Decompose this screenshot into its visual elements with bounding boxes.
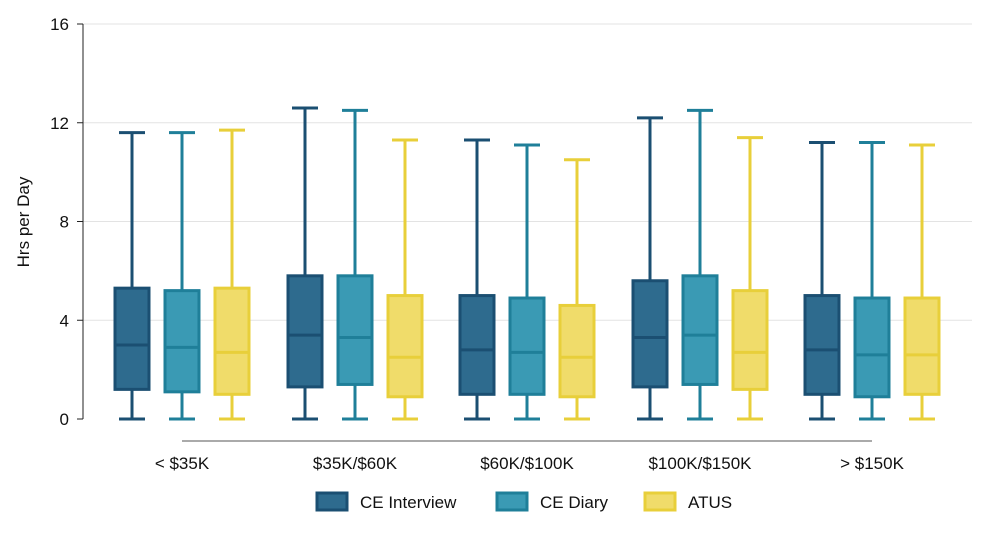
- y-tick-label: 0: [60, 410, 69, 429]
- iqr-box: [113, 286, 151, 391]
- iqr-box: [163, 289, 201, 394]
- iqr-box: [903, 296, 941, 396]
- iqr-box: [213, 286, 251, 396]
- x-category-label: $35K/$60K: [313, 454, 398, 473]
- box-0-0: [113, 131, 151, 421]
- legend-swatch: [643, 491, 677, 512]
- box-1-4: [853, 141, 891, 421]
- boxes: [113, 106, 941, 421]
- box-2-1: [386, 138, 424, 421]
- x-category-label: > $150K: [840, 454, 904, 473]
- legend-item: CE Interview: [315, 491, 457, 512]
- iqr-box: [853, 296, 891, 399]
- box-2-2: [558, 158, 596, 421]
- iqr-box: [508, 296, 546, 396]
- iqr-box: [336, 274, 374, 386]
- iqr-box: [386, 294, 424, 399]
- iqr-box: [803, 294, 841, 396]
- x-category-label: $60K/$100K: [480, 454, 574, 473]
- iqr-box: [731, 289, 769, 391]
- legend-label: CE Diary: [540, 493, 609, 512]
- y-tick-label: 8: [60, 213, 69, 232]
- legend-label: CE Interview: [360, 493, 457, 512]
- x-category-label: < $35K: [155, 454, 210, 473]
- x-category-label: $100K/$150K: [648, 454, 752, 473]
- legend-item: CE Diary: [495, 491, 609, 512]
- axes: 0 4 8 12 16 Hrs per Day < $35K $35K/$60K $60K/$1…: [14, 15, 905, 473]
- box-2-0: [213, 128, 251, 421]
- legend-swatch: [495, 491, 529, 512]
- box-2-3: [731, 136, 769, 421]
- y-tick-label: 12: [50, 114, 69, 133]
- box-1-0: [163, 131, 201, 421]
- box-1-1: [336, 108, 374, 421]
- y-axis-title: Hrs per Day: [14, 176, 33, 267]
- iqr-box: [286, 274, 324, 389]
- box-1-3: [681, 108, 719, 421]
- box-0-4: [803, 141, 841, 421]
- legend-swatch: [315, 491, 349, 512]
- legend: CE Interview CE Diary ATUS: [315, 491, 732, 512]
- legend-label: ATUS: [688, 493, 732, 512]
- iqr-box: [458, 294, 496, 396]
- y-tick-label: 16: [50, 15, 69, 34]
- box-0-1: [286, 106, 324, 421]
- box-1-2: [508, 143, 546, 421]
- iqr-box: [631, 279, 669, 389]
- box-0-2: [458, 138, 496, 421]
- box-0-3: [631, 116, 669, 421]
- iqr-box: [558, 303, 596, 399]
- box-2-4: [903, 143, 941, 421]
- legend-item: ATUS: [643, 491, 732, 512]
- y-tick-label: 4: [60, 311, 69, 330]
- iqr-box: [681, 274, 719, 386]
